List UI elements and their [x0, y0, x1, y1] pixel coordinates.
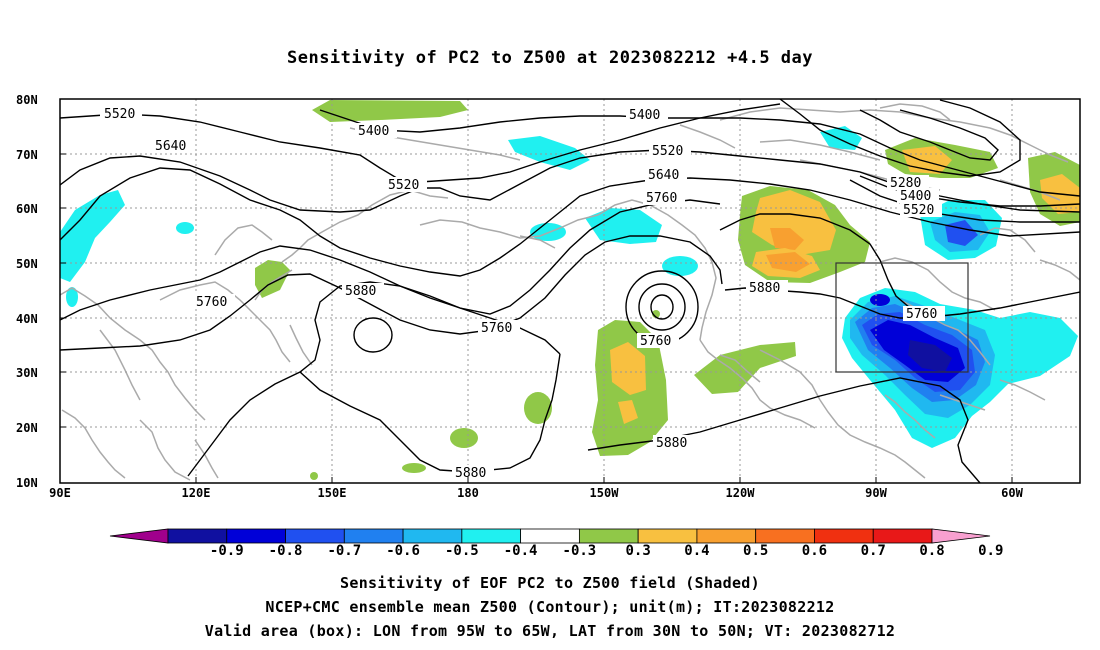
colorbar-tick-label: 0.7: [860, 543, 886, 559]
colorbar-tick-label: -0.6: [386, 543, 420, 559]
lat-tick-label: 20N: [16, 421, 38, 435]
colorbar-tick-label: 0.3: [625, 543, 651, 559]
positive-region: [310, 472, 318, 480]
contour-label: 5640: [648, 168, 679, 183]
colorbar-swatch: [402, 528, 463, 544]
colorbar-tick-label: -0.9: [209, 543, 244, 559]
contour-label: 5760: [640, 334, 671, 349]
positive-region: [524, 392, 552, 424]
positive-region: [312, 100, 468, 122]
plot-frame: [59, 98, 1081, 484]
positive-region: [610, 342, 646, 395]
lat-tick-label: 80N: [16, 93, 38, 107]
negative-region: [908, 340, 952, 372]
contour-label: 5400: [358, 124, 389, 139]
colorbar-tick-label: 0.5: [743, 543, 769, 559]
colorbar-tick-label: 0.4: [684, 543, 710, 559]
caption-line-1: Sensitivity of EOF PC2 to Z500 field (Sh…: [340, 574, 760, 592]
colorbar-swatch: [637, 528, 698, 544]
contour-label: 5520: [903, 203, 934, 218]
shaded-sensitivity: [60, 100, 1080, 480]
colorbar-tick-label: -0.8: [268, 543, 303, 559]
negative-region: [176, 222, 194, 234]
contour-label: 5760: [196, 295, 227, 310]
lon-tick-label: 60W: [1001, 486, 1023, 500]
contour-label: 5520: [104, 107, 135, 122]
caption-line-3: Valid area (box): LON from 95W to 65W, L…: [204, 622, 896, 640]
chart-title: Sensitivity of PC2 to Z500 at 2023082212…: [286, 48, 813, 68]
lon-tick-label: 90W: [865, 486, 887, 500]
lon-tick-label: 120W: [726, 486, 756, 500]
colorbar-swatch: [461, 528, 522, 544]
colorbar-tick-label: 0.8: [919, 543, 945, 559]
colorbar-swatch: [696, 528, 757, 544]
colorbar-low-arrow: [109, 528, 169, 544]
lat-tick-label: 70N: [16, 148, 38, 162]
contour-label: 5520: [388, 178, 419, 193]
contour-label: 5880: [749, 281, 780, 296]
colorbar-swatch: [578, 528, 639, 544]
lon-tick-label: 150E: [318, 486, 347, 500]
contour-label: 5760: [481, 321, 512, 336]
contour-label: 5640: [155, 139, 186, 154]
colorbar-swatch: [285, 528, 345, 544]
colorbar-tick-label: 0.6: [801, 543, 828, 559]
negative-region: [60, 190, 125, 282]
positive-region: [694, 342, 796, 394]
positive-region: [402, 463, 426, 473]
positive-region: [770, 228, 804, 250]
colorbar-swatch: [520, 528, 580, 544]
contour-label: 5400: [900, 189, 931, 204]
lat-tick-label: 10N: [16, 476, 38, 490]
lat-tick-label: 60N: [16, 202, 38, 216]
colorbar-swatch: [872, 528, 933, 544]
lat-tick-label: 30N: [16, 366, 38, 380]
colorbar-high-arrow: [931, 528, 991, 544]
axis-ticks: [60, 98, 1013, 483]
negative-region: [870, 294, 890, 306]
contour-label: 5880: [656, 436, 687, 451]
positive-region: [766, 252, 810, 272]
negative-region: [508, 136, 590, 170]
colorbar-swatch: [226, 528, 286, 544]
lon-tick-label: 180: [457, 486, 479, 500]
colorbar-swatch: [343, 528, 404, 544]
colorbar-tick-label: 0.9: [978, 543, 1004, 559]
lat-tick-label: 50N: [16, 257, 38, 271]
contour-label: 5400: [629, 108, 660, 123]
colorbar-swatch: [167, 528, 228, 544]
contour-label: 5760: [906, 307, 937, 322]
positive-region: [618, 400, 638, 424]
contour-label: 5520: [652, 144, 683, 159]
contour-label: 5880: [455, 466, 486, 481]
latitude-labels: 80N 70N 60N 50N 40N 30N 20N 10N: [16, 93, 38, 490]
negative-region: [662, 256, 698, 276]
lat-tick-label: 40N: [16, 312, 38, 326]
lon-tick-label: 150W: [590, 486, 620, 500]
contour-label: 5760: [646, 191, 677, 206]
contour-labels: 5520 5640 5400 5520 5760 5880 5760 5400 …: [100, 106, 945, 481]
colorbar: [109, 528, 991, 544]
colorbar-swatch: [755, 528, 815, 544]
negative-region: [66, 287, 78, 307]
caption-line-2: NCEP+CMC ensemble mean Z500 (Contour); u…: [265, 598, 835, 616]
colorbar-tick-label: -0.4: [503, 543, 538, 559]
lon-tick-label: 120E: [182, 486, 211, 500]
colorbar-tick-label: -0.5: [444, 543, 479, 559]
longitude-labels: 90E 120E 150E 180 150W 120W 90W 60W: [49, 486, 1023, 500]
colorbar-tick-label: -0.7: [327, 543, 362, 559]
contour-label: 5280: [890, 176, 921, 191]
positive-region: [450, 428, 478, 448]
contour-label: 5880: [345, 284, 376, 299]
lon-tick-label: 90E: [49, 486, 71, 500]
colorbar-tick-label: -0.3: [562, 543, 597, 559]
colorbar-swatch: [814, 528, 874, 544]
valid-area-box: [835, 262, 969, 373]
